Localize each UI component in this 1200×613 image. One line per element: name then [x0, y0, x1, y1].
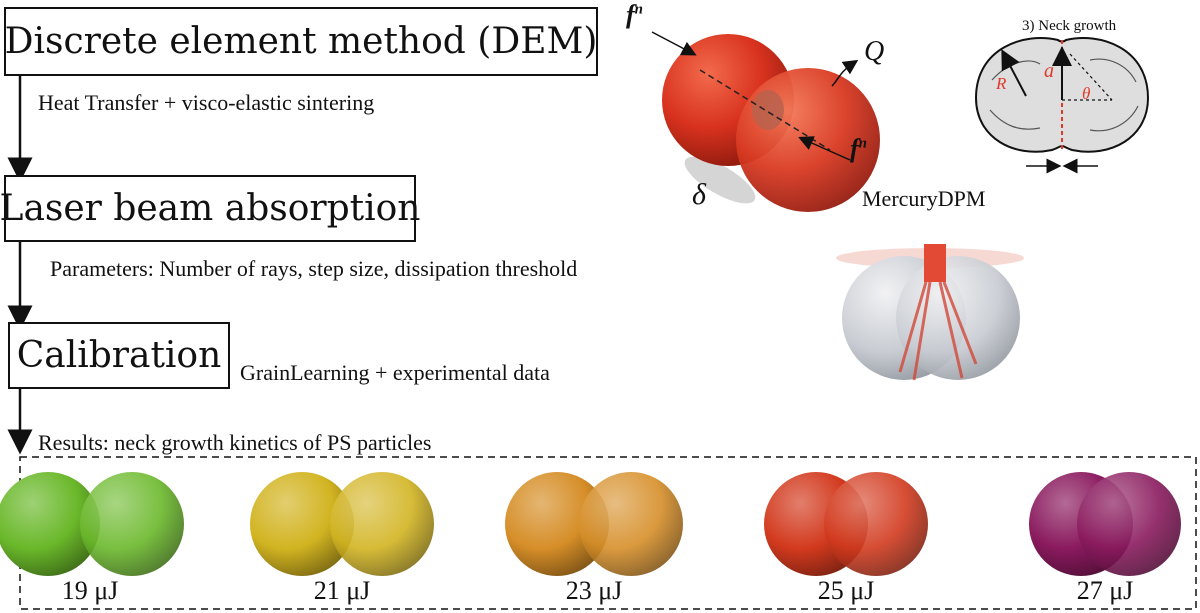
- mercury-caption: MercuryDPM: [862, 186, 986, 211]
- result-particle-right-0: [80, 472, 184, 576]
- result-particle-left-1: [250, 472, 354, 576]
- result-particle-right-3: [824, 472, 928, 576]
- particle-radius-arrow: [1001, 49, 1027, 97]
- force-label-bottom: fn: [850, 134, 868, 163]
- step-dem-note: Heat Transfer + visco-elastic sintering: [38, 90, 375, 115]
- result-particle-right-2: [579, 472, 683, 576]
- force-label-top: fn: [626, 0, 644, 29]
- result-label-3: 25 μJ: [817, 576, 875, 605]
- step-laser-note: Parameters: Number of rays, step size, d…: [50, 256, 578, 281]
- heat-label: Q: [864, 36, 885, 67]
- step-calibration-title: Calibration: [16, 335, 222, 376]
- result-particle-right-4: [1077, 472, 1181, 576]
- step-calibration-box: Calibration: [8, 322, 230, 389]
- results-title: Results: neck growth kinetics of PS part…: [38, 430, 432, 455]
- force-arrow-top: [651, 31, 697, 56]
- result-particle-right-1: [330, 472, 434, 576]
- step-laser-box: Laser beam absorption: [0, 175, 420, 242]
- step-laser-title: Laser beam absorption: [0, 188, 421, 229]
- step-dem-title: Discrete element method (DEM): [4, 21, 598, 62]
- center-line: [699, 69, 831, 151]
- angle-label: θ: [1082, 84, 1091, 103]
- neck-growth-title: 3) Neck growth: [1022, 18, 1117, 34]
- result-label-2: 23 μJ: [565, 576, 623, 605]
- radius-label: R: [996, 74, 1007, 93]
- result-particle-left-2: [505, 472, 609, 576]
- overlap-shadow: [684, 156, 756, 204]
- overlap-label: δ: [692, 178, 706, 211]
- result-label-0: 19 μJ: [61, 576, 119, 605]
- heat-arrow: [831, 59, 859, 87]
- laser-beam: [924, 244, 946, 282]
- result-label-4: 27 μJ: [1076, 576, 1134, 605]
- result-label-1: 21 μJ: [313, 576, 371, 605]
- contact-patch: [752, 90, 784, 130]
- step-calibration-note: GrainLearning + experimental data: [240, 360, 550, 385]
- neck-label: a: [1044, 60, 1054, 82]
- force-arrow-bottom: [798, 136, 851, 161]
- result-particle-left-0: [0, 472, 100, 576]
- step-dem-box: Discrete element method (DEM): [4, 7, 598, 76]
